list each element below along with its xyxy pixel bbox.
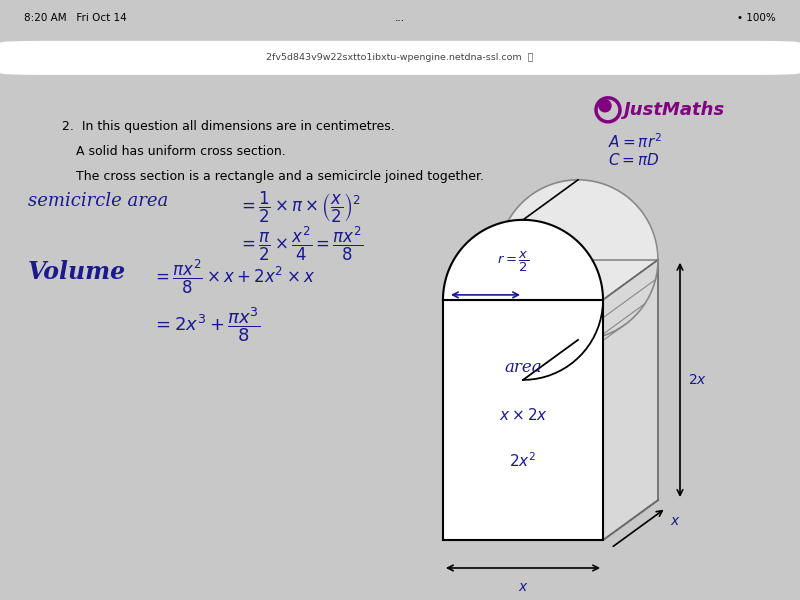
Text: • 100%: • 100% — [738, 13, 776, 23]
Bar — [443, 300, 603, 540]
Text: area: area — [504, 359, 542, 376]
Text: 2fv5d843v9w22sxtto1ibxtu-wpengine.netdna-ssl.com  🔒: 2fv5d843v9w22sxtto1ibxtu-wpengine.netdna… — [266, 53, 534, 62]
Text: $x$: $x$ — [670, 514, 681, 528]
Text: 2.  In this question all dimensions are in centimetres.: 2. In this question all dimensions are i… — [62, 120, 394, 133]
Text: $= 2x^3 + \dfrac{\pi x^3}{8}$: $= 2x^3 + \dfrac{\pi x^3}{8}$ — [152, 305, 261, 344]
Text: $C = \pi D$: $C = \pi D$ — [608, 152, 659, 168]
Text: $r = \dfrac{x}{2}$: $r = \dfrac{x}{2}$ — [497, 250, 529, 274]
Bar — [498, 260, 658, 500]
Text: ...: ... — [395, 13, 405, 23]
Text: 8:20 AM   Fri Oct 14: 8:20 AM Fri Oct 14 — [24, 13, 126, 23]
Text: $= \dfrac{\pi}{2} \times \dfrac{x^2}{4} = \dfrac{\pi x^2}{8}$: $= \dfrac{\pi}{2} \times \dfrac{x^2}{4} … — [238, 225, 363, 263]
Text: semicircle area: semicircle area — [28, 192, 168, 210]
Polygon shape — [603, 260, 658, 540]
Text: $= \dfrac{\pi x^2}{8} \times x + 2x^2 \times x$: $= \dfrac{\pi x^2}{8} \times x + 2x^2 \t… — [152, 258, 315, 296]
Text: $x$: $x$ — [518, 580, 528, 594]
Text: Volume: Volume — [28, 260, 126, 284]
Text: JustMaths: JustMaths — [624, 101, 726, 119]
Text: $2x^2$: $2x^2$ — [510, 451, 537, 470]
Text: $A = \pi r^2$: $A = \pi r^2$ — [608, 132, 662, 151]
Text: The cross section is a rectangle and a semicircle joined together.: The cross section is a rectangle and a s… — [76, 170, 484, 183]
Text: $x \times 2x$: $x \times 2x$ — [498, 407, 547, 423]
Text: $= \dfrac{1}{2} \times \pi \times \left(\dfrac{x}{2}\right)^2$: $= \dfrac{1}{2} \times \pi \times \left(… — [238, 190, 361, 225]
Text: $2x$: $2x$ — [688, 373, 707, 387]
Circle shape — [599, 100, 611, 112]
FancyBboxPatch shape — [0, 41, 800, 75]
Text: A solid has uniform cross section.: A solid has uniform cross section. — [76, 145, 286, 158]
